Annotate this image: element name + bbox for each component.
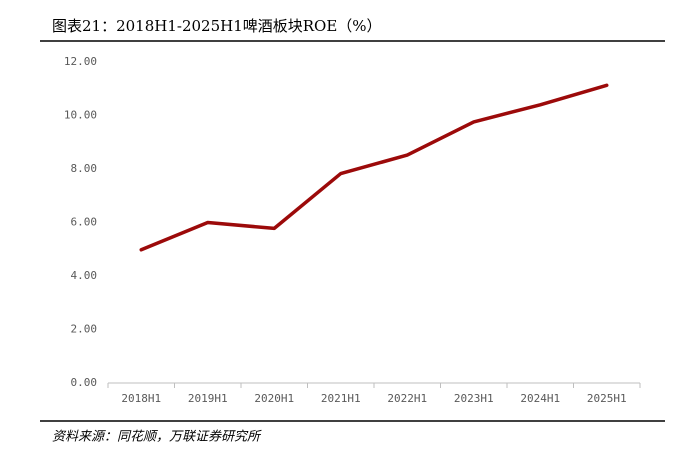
x-tick-label: 2025H1 (587, 392, 627, 405)
y-tick-label: 12.00 (64, 55, 97, 68)
x-tick-label: 2021H1 (321, 392, 361, 405)
y-tick-label: 6.00 (71, 216, 98, 229)
y-tick-label: 10.00 (64, 109, 97, 122)
x-tick-label: 2019H1 (188, 392, 228, 405)
x-tick-label: 2024H1 (520, 392, 560, 405)
y-tick-label: 2.00 (71, 323, 98, 336)
x-tick-label: 2018H1 (121, 392, 161, 405)
x-tick-label: 2023H1 (454, 392, 494, 405)
source: 资料来源：同花顺，万联证券研究所 (52, 429, 262, 445)
y-tick-label: 4.00 (71, 269, 98, 282)
y-tick-label: 0.00 (71, 376, 98, 389)
y-tick-label: 8.00 (71, 162, 98, 175)
x-tick-label: 2020H1 (254, 392, 294, 405)
chart-title: 图表21：2018H1-2025H1啤酒板块ROE（%） (52, 17, 382, 35)
x-tick-label: 2022H1 (387, 392, 427, 405)
line (139, 83, 609, 252)
